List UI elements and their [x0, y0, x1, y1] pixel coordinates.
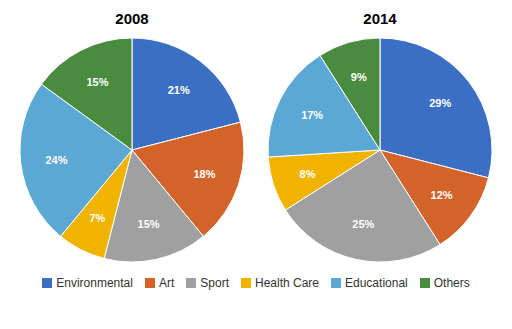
svg-text:12%: 12% — [431, 189, 453, 201]
html-text:Health Care: Health Care — [255, 276, 319, 290]
html-text:Sport: Sport — [200, 276, 229, 290]
html-text:2014: 2014 — [363, 10, 397, 27]
html-text:Environmental: Environmental — [56, 276, 133, 290]
svg-text:9%: 9% — [351, 71, 367, 83]
svg-text:24%: 24% — [45, 154, 67, 166]
svg-text:17%: 17% — [301, 109, 323, 121]
svg-text:15%: 15% — [86, 76, 108, 88]
svg-text:21%: 21% — [168, 84, 190, 96]
svg-text:15%: 15% — [138, 218, 160, 230]
html-text:2008: 2008 — [115, 10, 149, 27]
html-text:Art: Art — [159, 276, 175, 290]
svg-text:8%: 8% — [300, 168, 316, 180]
svg-text:29%: 29% — [429, 97, 451, 109]
html-text:Others: Others — [433, 276, 470, 290]
svg-text:7%: 7% — [89, 212, 105, 224]
svg-text:18%: 18% — [193, 168, 215, 180]
svg-text:25%: 25% — [352, 218, 374, 230]
html-text:Educational: Educational — [345, 276, 408, 290]
